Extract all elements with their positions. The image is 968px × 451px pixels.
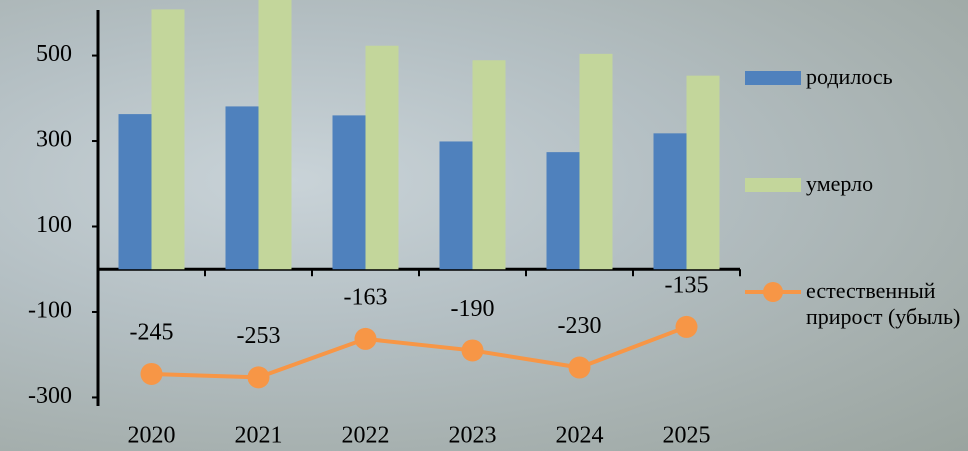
- legend-swatch: [763, 282, 783, 302]
- legend-swatch: [745, 178, 801, 192]
- bar: [258, 0, 292, 270]
- bar: [579, 53, 613, 270]
- bar: [151, 9, 185, 270]
- data-label: -163: [344, 284, 388, 310]
- legend-label: естественный прирост (убыль): [806, 278, 961, 329]
- legend-label: умерло: [806, 171, 874, 196]
- x-tick-label: 2025: [663, 423, 711, 449]
- marker: [568, 356, 591, 379]
- y-tick-label: 500: [36, 41, 72, 67]
- x-tick-label: 2021: [235, 423, 283, 449]
- bar: [472, 60, 506, 270]
- data-label: -245: [130, 319, 174, 345]
- y-tick-label: -100: [28, 297, 72, 323]
- legend-label: родилось: [806, 64, 893, 89]
- marker: [461, 339, 484, 362]
- y-tick-label: -300: [28, 383, 72, 409]
- data-label: -190: [451, 296, 495, 322]
- x-tick-label: 2020: [128, 423, 176, 449]
- y-tick-label: 300: [36, 127, 72, 153]
- bar: [546, 152, 580, 270]
- x-tick-label: 2022: [342, 423, 390, 449]
- data-label: -135: [665, 272, 709, 298]
- bar: [332, 115, 366, 270]
- marker: [140, 362, 163, 385]
- bar: [365, 45, 399, 270]
- y-tick-label: 100: [36, 212, 72, 238]
- marker: [354, 327, 377, 350]
- legend-swatch: [745, 71, 801, 85]
- bar: [686, 75, 720, 270]
- line: [151, 325, 688, 380]
- data-label: -253: [237, 323, 281, 349]
- x-tick-label: 2024: [556, 423, 604, 449]
- bar: [225, 106, 259, 270]
- bar: [653, 133, 687, 270]
- bar: [118, 114, 152, 270]
- marker: [247, 366, 270, 389]
- bar: [439, 141, 473, 270]
- marker: [675, 315, 698, 338]
- x-tick-label: 2023: [449, 423, 497, 449]
- data-label: -230: [558, 313, 602, 339]
